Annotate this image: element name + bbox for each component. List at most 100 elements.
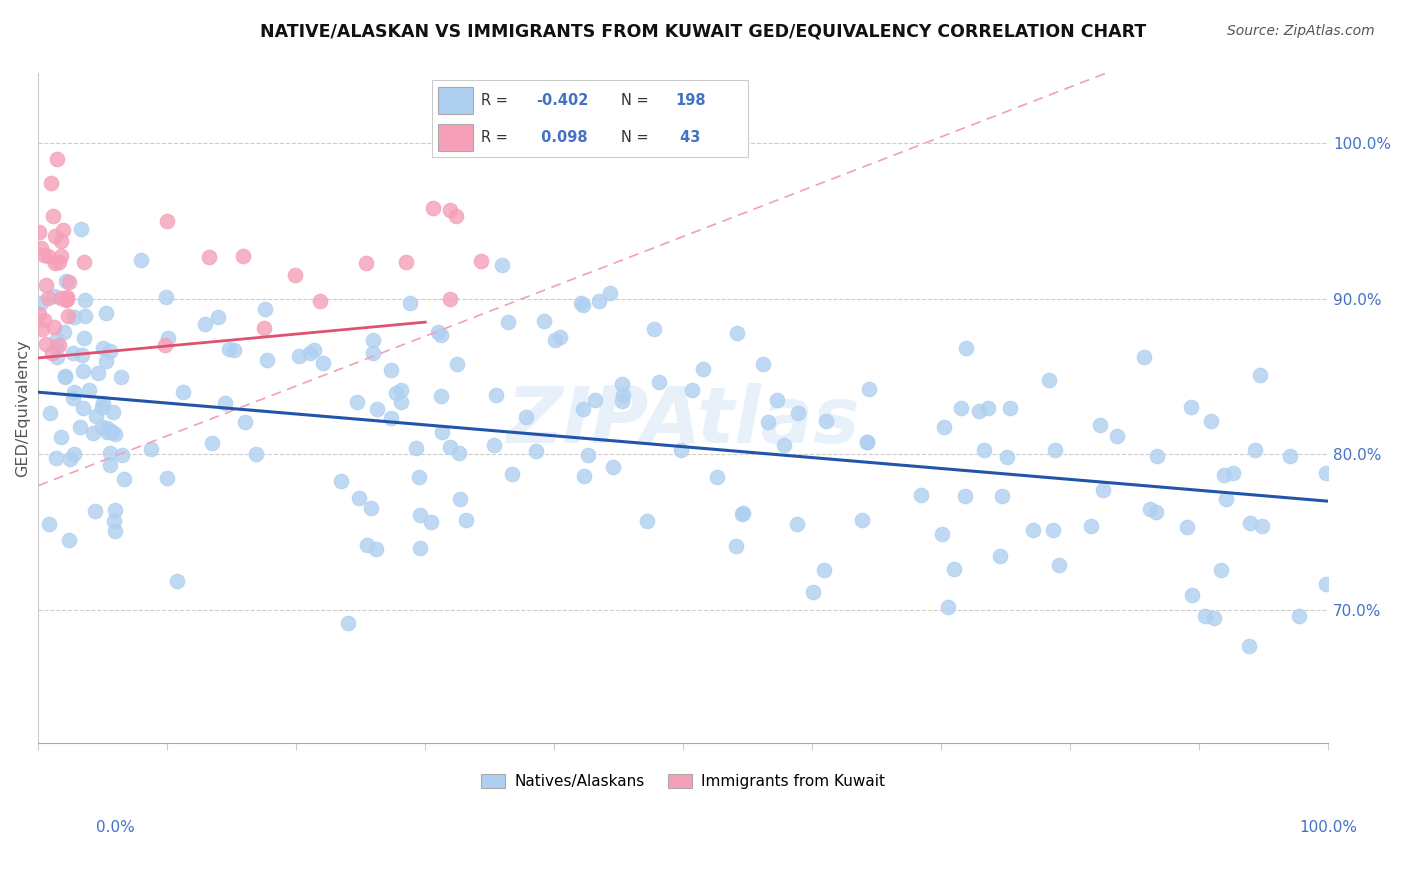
Point: [55, 293, 77, 307]
Point: [855, 434, 877, 449]
Point: [786, 517, 808, 532]
Point: [1022, 523, 1045, 537]
Point: [572, 402, 595, 417]
Point: [470, 254, 492, 268]
Point: [62, 346, 84, 360]
Point: [48, 254, 70, 268]
Point: [96, 425, 118, 440]
Point: [42, 320, 65, 334]
Point: [1047, 558, 1070, 573]
Point: [389, 394, 412, 409]
Point: [110, 370, 132, 384]
Point: [955, 341, 977, 355]
Point: [42, 209, 65, 223]
Point: [51, 249, 73, 263]
Point: [733, 506, 755, 520]
Point: [1038, 373, 1060, 387]
Point: [46, 332, 69, 346]
Point: [636, 514, 658, 528]
Point: [932, 419, 955, 434]
Point: [38, 516, 60, 531]
Point: [1133, 351, 1156, 365]
Point: [86, 366, 108, 380]
Point: [380, 411, 402, 425]
Point: [55, 274, 77, 288]
Point: [366, 402, 388, 417]
Point: [91, 396, 114, 410]
Point: [610, 377, 633, 392]
Point: [62, 392, 84, 406]
Point: [988, 549, 1011, 563]
Point: [380, 362, 402, 376]
Point: [569, 295, 592, 310]
Point: [501, 467, 523, 481]
Point: [399, 296, 422, 310]
Point: [1237, 640, 1260, 654]
Point: [45, 340, 67, 354]
Point: [1315, 576, 1337, 591]
Point: [482, 438, 505, 452]
Point: [59, 451, 82, 466]
Point: [931, 527, 953, 541]
Point: [256, 352, 278, 367]
Point: [706, 470, 728, 484]
Point: [485, 388, 508, 402]
Point: [976, 401, 998, 415]
Point: [46, 350, 69, 364]
Point: [312, 356, 335, 370]
Text: ZIPAtlas: ZIPAtlas: [506, 384, 860, 459]
Point: [787, 406, 810, 420]
Point: [55, 289, 77, 303]
Point: [84, 504, 107, 518]
Y-axis label: GED/Equivalency: GED/Equivalency: [15, 339, 30, 476]
Point: [669, 442, 692, 457]
Point: [1249, 368, 1271, 383]
Point: [1088, 417, 1111, 432]
Point: [28, 225, 51, 239]
Point: [104, 426, 127, 441]
Point: [1204, 611, 1226, 625]
Point: [572, 298, 595, 312]
Point: [1222, 466, 1244, 480]
Point: [1000, 401, 1022, 415]
Point: [96, 354, 118, 368]
Point: [284, 268, 307, 283]
Point: [39, 176, 62, 190]
Point: [45, 451, 67, 466]
Point: [995, 450, 1018, 464]
Point: [858, 382, 880, 396]
Legend: Natives/Alaskans, Immigrants from Kuwait: Natives/Alaskans, Immigrants from Kuwait: [475, 767, 891, 795]
Point: [91, 419, 114, 434]
Point: [34, 336, 56, 351]
Point: [1194, 609, 1216, 624]
Point: [53, 325, 76, 339]
Point: [156, 471, 179, 485]
Point: [302, 343, 325, 357]
Point: [1042, 523, 1064, 537]
Point: [104, 503, 127, 517]
Point: [207, 310, 229, 324]
Point: [1144, 505, 1167, 519]
Point: [101, 405, 124, 419]
Point: [491, 258, 513, 272]
Point: [395, 255, 418, 269]
Point: [1043, 442, 1066, 457]
Point: [44, 256, 66, 270]
Point: [973, 443, 995, 458]
Point: [111, 448, 134, 462]
Point: [84, 409, 107, 423]
Point: [194, 317, 217, 331]
Point: [955, 489, 977, 503]
Point: [103, 515, 125, 529]
Text: 0.0%: 0.0%: [96, 821, 135, 835]
Point: [360, 500, 382, 515]
Point: [430, 389, 453, 403]
Point: [1180, 400, 1202, 414]
Point: [648, 375, 671, 389]
Point: [30, 296, 52, 310]
Point: [51, 291, 73, 305]
Point: [42, 288, 65, 302]
Point: [1244, 442, 1267, 457]
Point: [346, 394, 368, 409]
Text: 100.0%: 100.0%: [1299, 821, 1358, 835]
